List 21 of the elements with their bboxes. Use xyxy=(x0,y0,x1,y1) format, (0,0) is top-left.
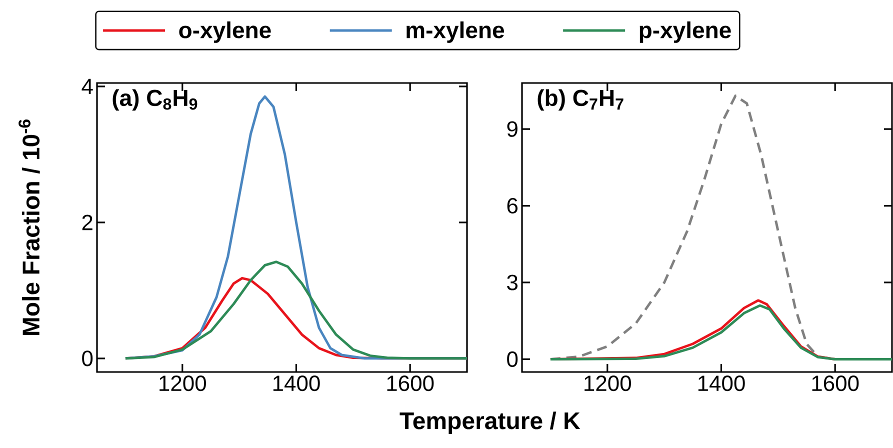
y-axis-title: Mole Fraction / 10$^{-6}$ xyxy=(18,120,40,335)
x-tick-label: 1600 xyxy=(387,376,434,392)
x-axis-title: Temperature / K xyxy=(400,412,580,434)
y-tick-label: 3 xyxy=(507,274,518,290)
legend-label: m-xylene xyxy=(406,21,504,43)
chart-title: (b) C$_{7}$H$_{7}$ xyxy=(538,89,624,111)
x-tick-label: 1200 xyxy=(160,376,206,392)
y-tick-label: 0 xyxy=(82,350,93,366)
legend-label: o-xylene xyxy=(179,21,271,43)
y-tick-label: 4 xyxy=(82,78,93,94)
x-tick-label: 1400 xyxy=(273,376,320,392)
x-tick-label: 1600 xyxy=(812,376,859,392)
chart-title: (a) C$_{8}$H$_{9}$ xyxy=(112,89,198,111)
y-tick-label: 0 xyxy=(507,351,518,368)
y-tick-label: 2 xyxy=(82,214,92,230)
y-tick-label: 6 xyxy=(507,198,518,214)
y-tick-label: 9 xyxy=(507,121,518,137)
x-tick-label: 1400 xyxy=(698,376,745,392)
x-tick-label: 1200 xyxy=(584,376,631,392)
line-series xyxy=(124,260,468,360)
legend-label: p-xylene xyxy=(640,21,731,43)
